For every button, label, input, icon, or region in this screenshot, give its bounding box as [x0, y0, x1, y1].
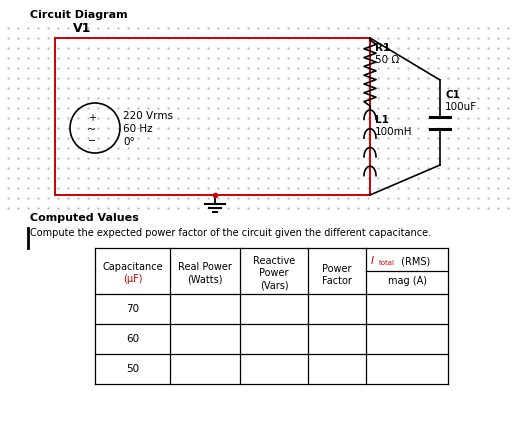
Text: 220 Vrms: 220 Vrms — [123, 111, 173, 121]
Text: 70: 70 — [126, 304, 139, 314]
Text: 100uF: 100uF — [445, 102, 477, 112]
Text: Real Power: Real Power — [178, 262, 232, 272]
Text: Power: Power — [259, 268, 289, 278]
Text: ~: ~ — [87, 125, 97, 135]
Text: total: total — [379, 260, 395, 266]
Text: Compute the expected power factor of the circuit given the different capacitance: Compute the expected power factor of the… — [30, 228, 431, 238]
Text: 50: 50 — [126, 364, 139, 374]
Text: mag (A): mag (A) — [388, 276, 427, 286]
Text: Factor: Factor — [322, 276, 352, 286]
Text: V1: V1 — [73, 22, 91, 35]
Text: 60: 60 — [126, 334, 139, 344]
Text: −: − — [88, 136, 96, 146]
Text: 60 Hz: 60 Hz — [123, 124, 153, 134]
Text: Circuit Diagram: Circuit Diagram — [30, 10, 127, 20]
Text: L1: L1 — [375, 115, 389, 125]
Text: 0°: 0° — [123, 137, 135, 147]
Text: Power: Power — [322, 264, 352, 274]
Text: Computed Values: Computed Values — [30, 213, 139, 223]
Text: Capacitance: Capacitance — [102, 262, 163, 272]
Text: 100mH: 100mH — [375, 127, 413, 137]
Text: (Vars): (Vars) — [260, 280, 288, 290]
Text: (RMS): (RMS) — [398, 256, 430, 266]
Text: 50 Ω: 50 Ω — [375, 55, 399, 65]
Text: Reactive: Reactive — [253, 256, 295, 266]
Text: R1: R1 — [375, 43, 390, 53]
Text: (μF): (μF) — [123, 274, 142, 284]
Text: I: I — [371, 256, 374, 266]
Text: +: + — [88, 113, 96, 123]
Text: C1: C1 — [445, 90, 460, 100]
Text: (Watts): (Watts) — [187, 274, 223, 284]
